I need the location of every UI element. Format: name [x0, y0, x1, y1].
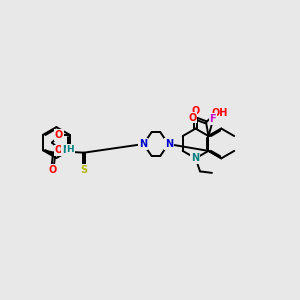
Text: S: S — [80, 165, 88, 175]
Text: O: O — [55, 130, 63, 140]
Text: N: N — [62, 145, 70, 155]
Text: O: O — [191, 106, 200, 116]
Text: N: N — [191, 153, 199, 163]
Text: O: O — [188, 112, 196, 123]
Text: N: N — [139, 139, 147, 149]
Text: O: O — [49, 165, 57, 175]
Text: OH: OH — [212, 107, 228, 118]
Text: N: N — [165, 139, 173, 149]
Text: O: O — [49, 165, 57, 175]
Text: N: N — [191, 153, 199, 163]
Text: S: S — [80, 165, 88, 175]
Text: N: N — [139, 139, 147, 149]
Text: F: F — [209, 114, 216, 124]
Text: O: O — [55, 130, 63, 140]
Text: F: F — [209, 114, 216, 124]
Text: N: N — [62, 145, 70, 155]
Text: H: H — [66, 145, 74, 154]
Text: O: O — [55, 145, 63, 155]
Text: N: N — [165, 139, 173, 149]
Text: O: O — [188, 112, 196, 123]
Text: O: O — [191, 106, 200, 116]
Text: O: O — [55, 145, 63, 155]
Text: OH: OH — [212, 107, 228, 118]
Text: H: H — [66, 145, 74, 154]
